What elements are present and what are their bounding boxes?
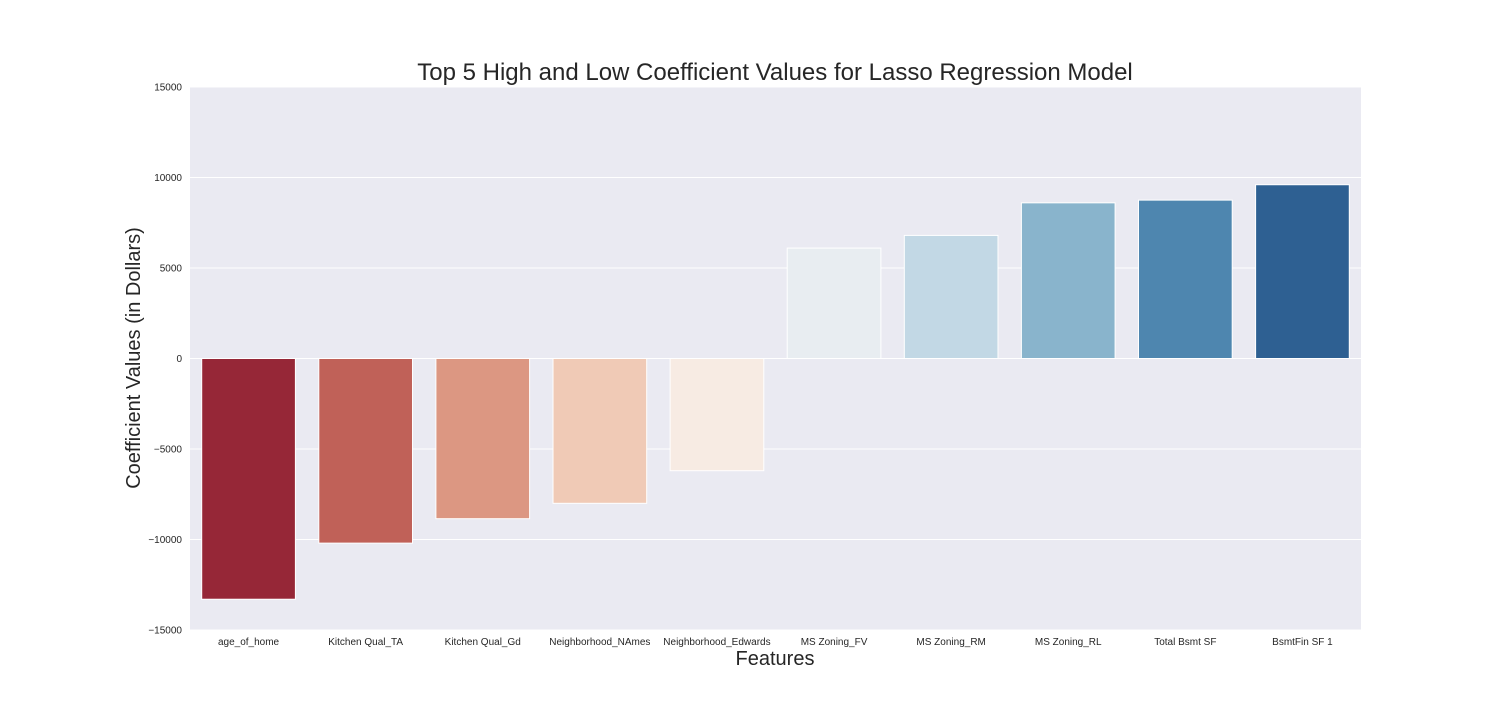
bar-total-bsmt-sf [1138, 199, 1233, 359]
y-tick-label: 0 [176, 354, 182, 365]
x-tick-label: BsmtFin SF 1 [1272, 637, 1333, 648]
y-tick-label: 10000 [154, 173, 182, 184]
bar-neighborhood-edwards [669, 358, 765, 472]
bar-kitchen-qual-gd [435, 358, 531, 520]
x-tick-label: MS Zoning_RL [1035, 637, 1102, 648]
bar-age-of-home [201, 358, 296, 600]
bar-kitchen-qual-ta [318, 358, 413, 544]
bar-ms-zoning-rm [903, 234, 999, 359]
x-tick-label: age_of_home [218, 637, 280, 648]
x-tick-label: Kitchen Qual_TA [328, 637, 403, 648]
y-tick-label: −10000 [148, 535, 182, 546]
y-tick-label: 15000 [154, 83, 182, 94]
x-tick-label: Neighborhood_NAmes [549, 637, 650, 648]
x-tick-label: Total Bsmt SF [1154, 637, 1216, 648]
bar-ms-zoning-rl [1020, 202, 1116, 359]
x-axis-label: Features [736, 648, 815, 670]
x-tick-labels: age_of_home Kitchen Qual_TA Kitchen Qual_G… [218, 637, 1333, 648]
bar-neighborhood-names [552, 358, 648, 504]
y-tick-label: −15000 [148, 626, 182, 637]
y-tick-label: −5000 [154, 445, 183, 456]
y-tick-labels: −15000 −10000 −5000 0 5000 10000 15000 [148, 83, 182, 637]
bar-bsmtfin-sf-1 [1255, 184, 1350, 359]
x-tick-label: Kitchen Qual_Gd [445, 637, 521, 648]
y-tick-label: 5000 [160, 264, 183, 275]
y-axis-label: Coefficient Values (in Dollars) [123, 227, 145, 489]
chart-title: Top 5 High and Low Coefficient Values fo… [417, 59, 1133, 86]
bars [201, 184, 1350, 600]
x-tick-label: MS Zoning_FV [801, 637, 868, 648]
bar-ms-zoning-fv [786, 247, 882, 359]
x-tick-label: MS Zoning_RM [916, 637, 985, 648]
x-tick-label: Neighborhood_Edwards [663, 637, 770, 648]
